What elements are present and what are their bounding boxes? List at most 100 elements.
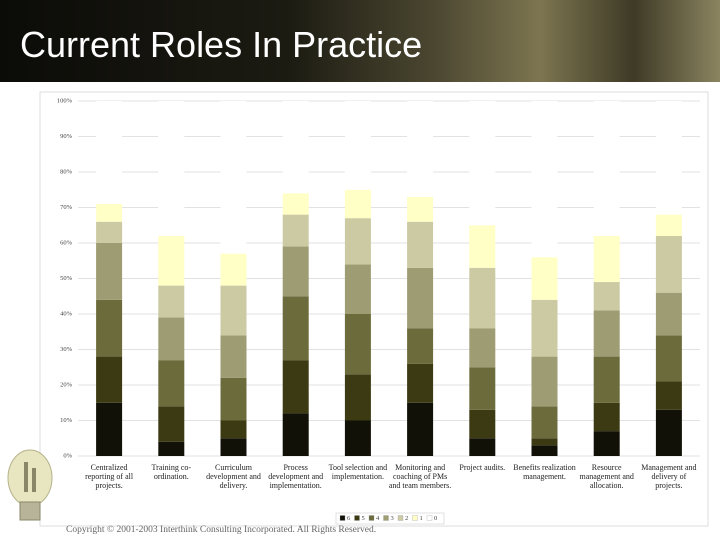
bar-segment bbox=[344, 264, 371, 314]
bar-segment bbox=[158, 441, 185, 456]
y-tick-label: 40% bbox=[60, 310, 73, 317]
bar-segment bbox=[593, 310, 620, 357]
bar-segment bbox=[655, 409, 682, 456]
bar-segment bbox=[96, 221, 123, 243]
bulb-icon bbox=[7, 449, 53, 521]
y-tick-label: 60% bbox=[60, 239, 73, 246]
bar-segment bbox=[158, 406, 185, 442]
bar-segment bbox=[282, 360, 309, 414]
bar-segment bbox=[593, 235, 620, 283]
bar-segment bbox=[655, 335, 682, 382]
bar-segment bbox=[344, 420, 371, 456]
y-tick-label: 20% bbox=[60, 381, 73, 388]
bar-segment bbox=[407, 196, 434, 222]
bar-segment bbox=[469, 225, 496, 268]
x-tick-label: Management and delivery of projects. bbox=[641, 463, 697, 490]
bar-segment bbox=[96, 356, 123, 403]
x-tick-label: Training co-ordination. bbox=[151, 463, 192, 481]
bar-segment bbox=[655, 292, 682, 336]
bar-segment bbox=[531, 406, 558, 439]
bar-segment bbox=[531, 445, 558, 456]
legend-swatch bbox=[339, 515, 346, 521]
bar-segment bbox=[407, 101, 434, 197]
x-tick-label: Resource management and allocation. bbox=[579, 463, 634, 490]
bar-segment bbox=[282, 246, 309, 297]
bar-segment bbox=[282, 413, 309, 456]
legend-swatch bbox=[354, 515, 360, 521]
bar-segment bbox=[282, 193, 309, 215]
legend-label: 6 bbox=[347, 515, 351, 522]
y-tick-label: 80% bbox=[60, 168, 73, 175]
bar-segment bbox=[469, 101, 496, 226]
bar-segment bbox=[531, 299, 558, 357]
bar-segment bbox=[655, 235, 682, 293]
header-banner bbox=[0, 0, 720, 82]
bar-segment bbox=[96, 402, 123, 456]
slide-title: Current Roles In Practice bbox=[20, 24, 423, 65]
bar-segment bbox=[220, 420, 247, 439]
bar-segment bbox=[220, 285, 247, 336]
x-tick-label: Project audits. bbox=[459, 463, 506, 472]
legend-label: 0 bbox=[434, 515, 437, 522]
bar-segment bbox=[282, 214, 309, 247]
bar-segment bbox=[158, 317, 185, 361]
bar-segment bbox=[593, 356, 620, 403]
bar-segment bbox=[158, 235, 185, 286]
y-tick-label: 0% bbox=[63, 452, 72, 459]
bar-segment bbox=[469, 438, 496, 456]
bar-segment bbox=[158, 285, 185, 318]
bar-segment bbox=[96, 243, 123, 300]
x-tick-label: Curriculum development and delivery. bbox=[206, 463, 261, 490]
legend-swatch bbox=[383, 515, 389, 521]
bar-segment bbox=[593, 402, 620, 432]
legend-box bbox=[335, 512, 445, 525]
x-tick-label: Tool selection and implementation. bbox=[328, 463, 388, 481]
bar-segment bbox=[655, 381, 682, 410]
legend-label: 2 bbox=[405, 515, 408, 522]
bar-segment bbox=[469, 267, 496, 329]
bar-segment bbox=[593, 101, 620, 236]
bar-segment bbox=[407, 267, 434, 329]
bar-segment bbox=[531, 257, 558, 300]
y-tick-label: 10% bbox=[60, 417, 73, 424]
bar-segment bbox=[469, 367, 496, 410]
bar-segment bbox=[469, 409, 496, 439]
y-tick-label: 70% bbox=[60, 204, 73, 211]
bar-segment bbox=[96, 299, 123, 357]
bar-segment bbox=[407, 328, 434, 364]
bar-segment bbox=[96, 101, 123, 204]
bar-segment bbox=[531, 438, 558, 446]
copyright: Copyright © 2001-2003 Interthink Consult… bbox=[66, 525, 377, 535]
y-tick-label: 90% bbox=[60, 133, 73, 140]
y-tick-label: 30% bbox=[60, 346, 73, 353]
bar-segment bbox=[344, 374, 371, 421]
bar-segment bbox=[531, 356, 558, 407]
bar-segment bbox=[407, 363, 434, 403]
legend-label: 1 bbox=[420, 515, 423, 522]
bar-segment bbox=[593, 431, 620, 456]
bar-segment bbox=[220, 335, 247, 378]
bar-segment bbox=[282, 296, 309, 361]
bar-segment bbox=[344, 218, 371, 265]
bar-segment bbox=[531, 101, 558, 258]
legend-label: 5 bbox=[362, 515, 365, 522]
x-tick-label: Monitoring and coaching of PMs and team … bbox=[388, 463, 452, 490]
bar-segment bbox=[220, 377, 247, 421]
bar-segment bbox=[158, 360, 185, 407]
bar-segment bbox=[344, 189, 371, 219]
bar-segment bbox=[655, 101, 682, 215]
bar-segment bbox=[220, 438, 247, 456]
x-tick-label: Process development and implementation. bbox=[268, 463, 324, 490]
legend-label: 4 bbox=[376, 515, 380, 522]
bar-segment bbox=[96, 203, 123, 222]
bar-segment bbox=[158, 101, 185, 236]
bar-segment bbox=[469, 328, 496, 368]
bar-segment bbox=[407, 221, 434, 268]
bar-segment bbox=[220, 253, 247, 286]
legend-swatch bbox=[368, 515, 375, 521]
bar-segment bbox=[655, 214, 682, 236]
legend-swatch bbox=[426, 515, 433, 521]
bar-segment bbox=[344, 101, 371, 190]
